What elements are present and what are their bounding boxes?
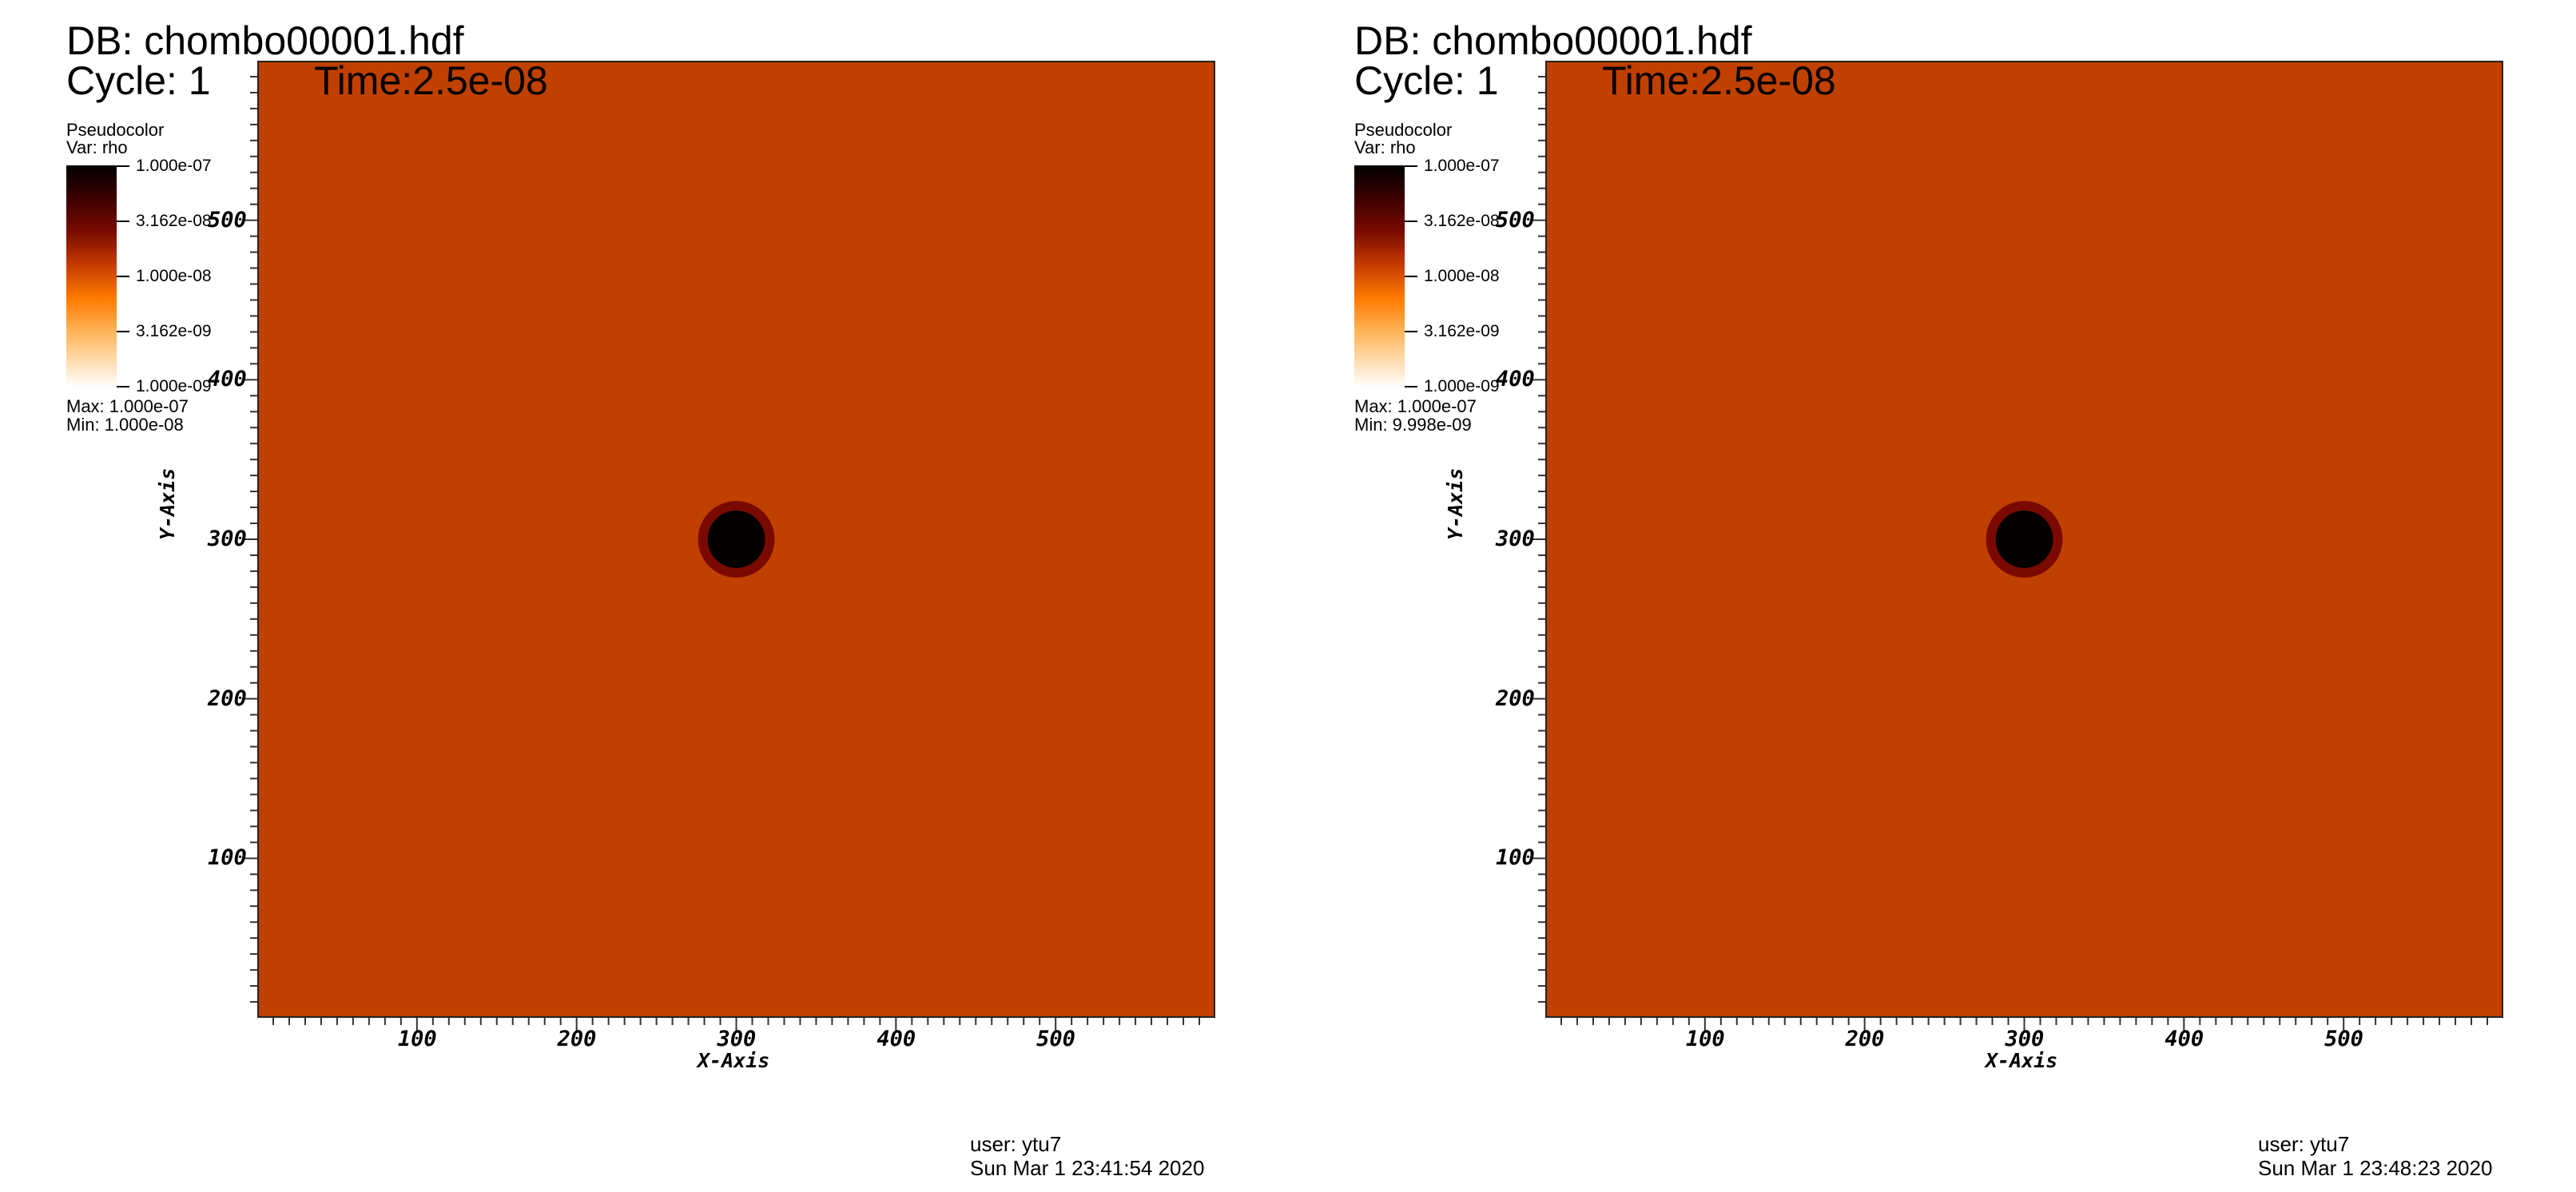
axis-overlay bbox=[243, 75, 1201, 1032]
colorbar-tick bbox=[117, 221, 129, 222]
cycle-label: Cycle: 1 bbox=[1354, 58, 1499, 103]
colorbar-tick bbox=[117, 331, 129, 332]
legend-max: Max: 1.000e-07 bbox=[1354, 396, 1477, 416]
y-tick-label: 400 bbox=[208, 367, 247, 392]
colorbar-tick-label: 1.000e-09 bbox=[136, 377, 212, 395]
legend-var: Var: rho bbox=[66, 137, 128, 157]
time-label: Time:2.5e-08 bbox=[1602, 58, 1836, 103]
x-tick-label: 200 bbox=[557, 1027, 597, 1051]
x-tick-label: 300 bbox=[2005, 1027, 2045, 1051]
colorbar-tick bbox=[1405, 386, 1417, 387]
axis-overlay bbox=[1531, 75, 2489, 1032]
colorbar-tick bbox=[1405, 276, 1417, 277]
x-tick-label: 100 bbox=[1685, 1027, 1725, 1051]
x-tick-label: 500 bbox=[2324, 1027, 2363, 1051]
colorbar bbox=[66, 165, 117, 387]
x-tick-label: 400 bbox=[2165, 1027, 2204, 1051]
db-title: DB: chombo00001.hdf bbox=[1354, 18, 1752, 63]
colorbar-tick bbox=[117, 165, 129, 167]
user-label: user: ytu7 bbox=[970, 1132, 1062, 1156]
colorbar-tick bbox=[1405, 331, 1417, 332]
colorbar-tick-label: 1.000e-08 bbox=[136, 267, 212, 285]
density-core bbox=[1995, 511, 2053, 568]
y-tick-label: 500 bbox=[1496, 207, 1535, 232]
y-tick-label: 400 bbox=[1496, 367, 1535, 392]
colorbar-tick-label: 1.000e-07 bbox=[136, 157, 212, 175]
x-tick-label: 300 bbox=[717, 1027, 757, 1051]
cycle-label: Cycle: 1 bbox=[66, 58, 211, 103]
y-tick-label: 500 bbox=[208, 207, 247, 232]
colorbar-tick-label: 1.000e-07 bbox=[1424, 157, 1500, 175]
x-axis-title: X-Axis bbox=[1986, 1049, 2058, 1072]
colorbar-tick bbox=[117, 386, 129, 387]
colorbar-tick-label: 3.162e-09 bbox=[1424, 322, 1500, 340]
legend-title: Pseudocolor bbox=[1354, 120, 1453, 140]
legend-min: Min: 1.000e-08 bbox=[66, 415, 184, 435]
colorbar-tick-label: 1.000e-08 bbox=[1424, 267, 1500, 285]
date-label: Sun Mar 1 23:41:54 2020 bbox=[970, 1156, 1205, 1180]
density-core bbox=[707, 511, 765, 568]
x-axis-title: X-Axis bbox=[698, 1049, 770, 1072]
y-tick-label: 300 bbox=[1496, 526, 1535, 551]
x-tick-label: 200 bbox=[1845, 1027, 1885, 1051]
colorbar bbox=[1354, 165, 1405, 387]
plot-panel-2: DB: chombo00001.hdf Cycle: 1 Time:2.5e-0… bbox=[1288, 0, 2576, 1192]
time-label: Time:2.5e-08 bbox=[314, 58, 548, 103]
plot-panel-1: DB: chombo00001.hdf Cycle: 1 Time:2.5e-0… bbox=[66, 18, 1215, 1180]
colorbar-tick-label: 3.162e-09 bbox=[136, 322, 212, 340]
legend-var: Var: rho bbox=[1354, 137, 1416, 157]
user-label: user: ytu7 bbox=[2258, 1132, 2350, 1156]
colorbar-tick-label: 3.162e-08 bbox=[136, 212, 212, 230]
legend-min: Min: 9.998e-09 bbox=[1354, 415, 1472, 435]
y-tick-label: 200 bbox=[1496, 685, 1535, 711]
y-tick-label: 200 bbox=[208, 685, 247, 711]
colorbar-tick bbox=[1405, 221, 1417, 222]
colorbar-tick bbox=[117, 276, 129, 277]
y-tick-label: 100 bbox=[208, 845, 247, 871]
legend-max: Max: 1.000e-07 bbox=[66, 396, 189, 416]
y-tick-label: 100 bbox=[1496, 845, 1535, 871]
legend-title: Pseudocolor bbox=[66, 120, 165, 140]
colorbar-tick-label: 3.162e-08 bbox=[1424, 212, 1500, 230]
y-axis-title: Y-Axis bbox=[1444, 467, 1467, 540]
tick-marks bbox=[243, 75, 1201, 1032]
x-tick-label: 100 bbox=[397, 1027, 437, 1051]
date-label: Sun Mar 1 23:48:23 2020 bbox=[2258, 1156, 2493, 1180]
y-axis-title: Y-Axis bbox=[156, 467, 179, 540]
x-tick-label: 500 bbox=[1036, 1027, 1075, 1051]
tick-marks bbox=[1531, 75, 2489, 1032]
db-title: DB: chombo00001.hdf bbox=[66, 18, 464, 63]
y-tick-label: 300 bbox=[208, 526, 247, 551]
x-tick-label: 400 bbox=[877, 1027, 916, 1051]
colorbar-tick-label: 1.000e-09 bbox=[1424, 377, 1500, 395]
colorbar-tick bbox=[1405, 165, 1417, 167]
